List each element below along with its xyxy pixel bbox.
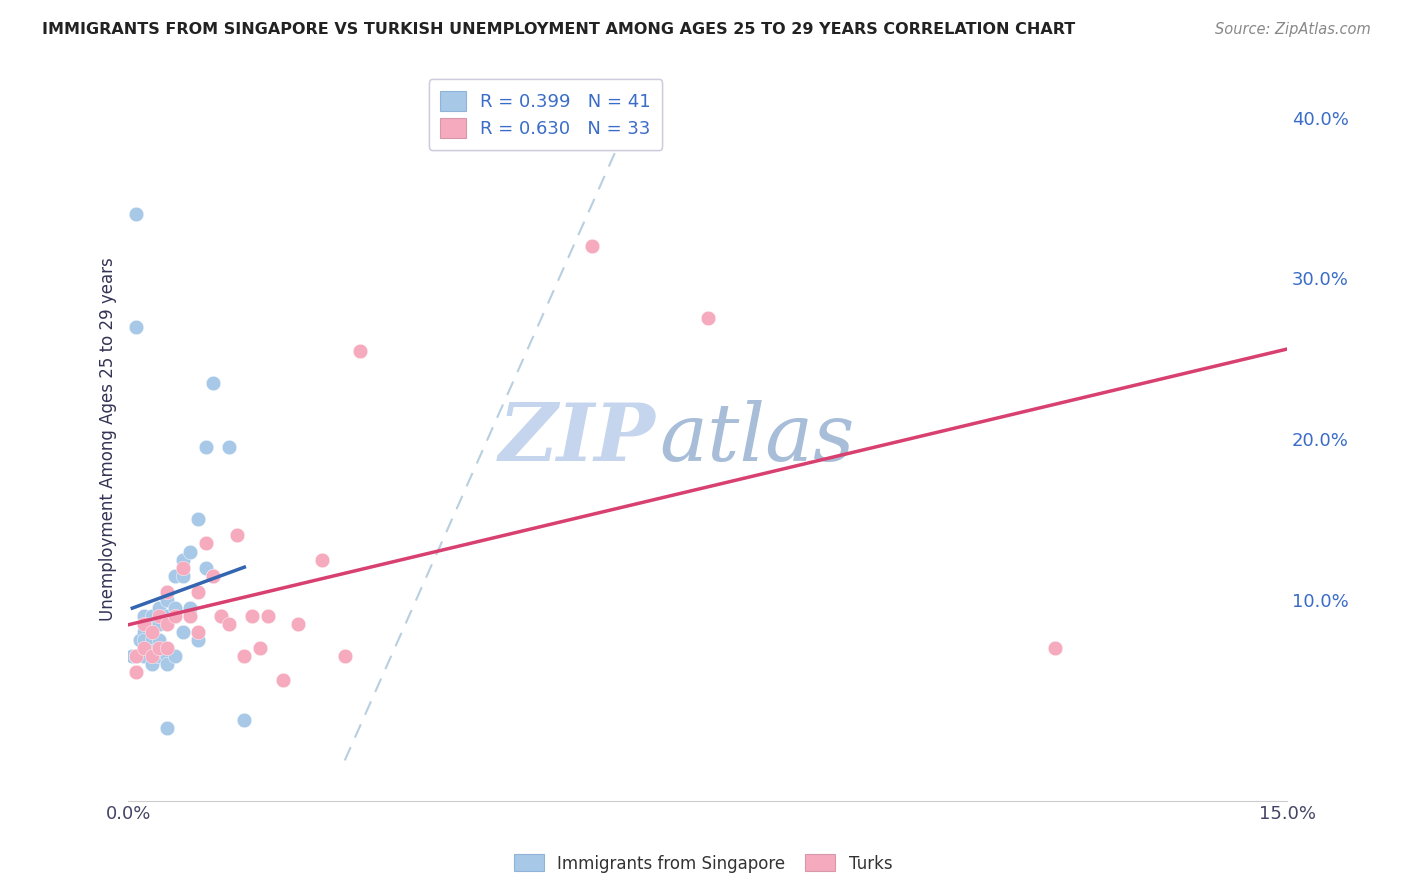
Point (156, 608, 179, 623)
Point (141, 608, 163, 623)
Point (256, 608, 278, 623)
Text: ZIP: ZIP (499, 401, 655, 478)
Point (132, 608, 155, 623)
Point (141, 648, 163, 663)
Point (141, 624, 163, 639)
Point (148, 632, 170, 647)
Point (141, 616, 163, 631)
Point (1045, 640, 1067, 655)
Point (287, 616, 309, 631)
Text: IMMIGRANTS FROM SINGAPORE VS TURKISH UNEMPLOYMENT AMONG AGES 25 TO 29 YEARS CORR: IMMIGRANTS FROM SINGAPORE VS TURKISH UNE… (42, 22, 1076, 37)
Point (202, 568, 225, 582)
Point (187, 624, 209, 639)
Y-axis label: Unemployment Among Ages 25 to 29 years: Unemployment Among Ages 25 to 29 years (100, 257, 117, 621)
Point (179, 600, 201, 615)
Point (581, 239, 603, 253)
Point (163, 608, 186, 623)
Point (156, 640, 179, 655)
Point (125, 648, 148, 663)
Point (202, 376, 225, 390)
Point (148, 608, 170, 623)
Point (156, 592, 179, 607)
Point (163, 568, 186, 582)
Legend: R = 0.399   N = 41, R = 0.630   N = 33: R = 0.399 N = 41, R = 0.630 N = 33 (429, 79, 662, 150)
Point (249, 640, 271, 655)
Point (172, 560, 194, 574)
Point (132, 624, 155, 639)
Point (156, 616, 179, 631)
Point (696, 311, 718, 326)
Point (179, 608, 201, 623)
Point (148, 640, 170, 655)
Point (172, 624, 194, 639)
Point (240, 608, 263, 623)
Point (129, 632, 152, 647)
Point (349, 343, 371, 358)
Point (209, 608, 232, 623)
Point (156, 584, 179, 599)
Point (187, 512, 209, 526)
Point (172, 568, 194, 582)
Point (148, 616, 170, 631)
Point (125, 648, 148, 663)
Point (121, 648, 143, 663)
Point (225, 528, 247, 542)
Point (187, 584, 209, 599)
Point (136, 640, 159, 655)
Text: atlas: atlas (659, 401, 855, 478)
Point (233, 648, 256, 663)
Point (202, 568, 225, 582)
Point (194, 440, 217, 454)
Point (194, 536, 217, 550)
Point (132, 632, 155, 647)
Point (333, 648, 356, 663)
Legend: Immigrants from Singapore, Turks: Immigrants from Singapore, Turks (508, 847, 898, 880)
Point (156, 721, 179, 735)
Text: Source: ZipAtlas.com: Source: ZipAtlas.com (1215, 22, 1371, 37)
Point (156, 657, 179, 671)
Point (311, 552, 333, 566)
Point (125, 665, 148, 679)
Point (172, 552, 194, 566)
Point (148, 600, 170, 615)
Point (187, 632, 209, 647)
Point (148, 648, 170, 663)
Point (132, 648, 155, 663)
Point (163, 648, 186, 663)
Point (141, 644, 163, 658)
Point (132, 616, 155, 631)
Point (132, 640, 155, 655)
Point (218, 616, 240, 631)
Point (271, 673, 294, 687)
Point (209, 608, 232, 623)
Point (156, 648, 179, 663)
Point (194, 560, 217, 574)
Point (233, 713, 256, 727)
Point (141, 657, 163, 671)
Point (179, 544, 201, 558)
Point (125, 207, 148, 221)
Point (125, 319, 148, 334)
Point (218, 440, 240, 454)
Point (141, 632, 163, 647)
Point (163, 600, 186, 615)
